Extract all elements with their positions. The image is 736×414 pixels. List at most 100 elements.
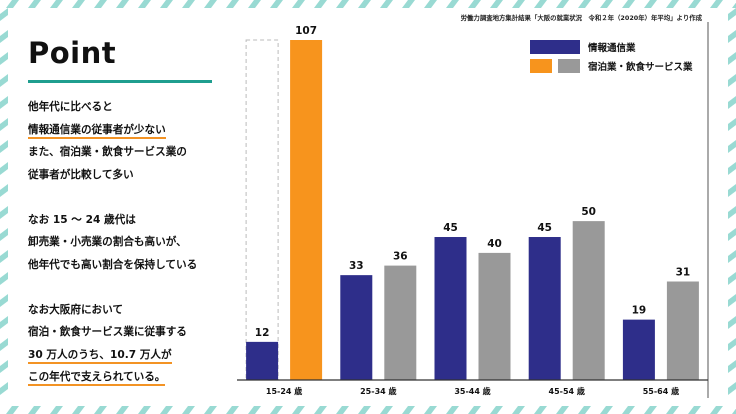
border-stripe bbox=[358, 406, 371, 414]
border-stripe bbox=[0, 360, 8, 373]
bar-accommodation bbox=[478, 252, 511, 380]
border-stripe bbox=[314, 0, 327, 8]
bar-info-comm bbox=[622, 319, 655, 380]
border-stripe bbox=[204, 406, 217, 414]
border-stripe bbox=[688, 0, 701, 8]
border-stripe bbox=[0, 30, 8, 43]
border-stripe bbox=[728, 52, 736, 65]
border-stripe bbox=[160, 0, 173, 8]
border-stripe bbox=[732, 408, 736, 414]
border-stripe bbox=[666, 0, 679, 8]
border-stripe bbox=[226, 406, 239, 414]
border-stripe bbox=[600, 0, 613, 8]
border-stripe bbox=[728, 162, 736, 175]
border-stripe bbox=[644, 406, 657, 414]
border-stripe bbox=[6, 0, 19, 8]
border-stripe bbox=[490, 0, 503, 8]
border-stripe bbox=[358, 0, 371, 8]
point-line: 宿泊・飲食サービス業に従事する bbox=[28, 326, 187, 338]
border-stripe bbox=[248, 406, 261, 414]
data-label: 50 bbox=[581, 206, 596, 218]
border-stripe bbox=[28, 406, 41, 414]
border-stripe bbox=[116, 0, 129, 8]
bar-info-comm bbox=[434, 237, 467, 380]
border-stripe bbox=[728, 250, 736, 263]
border-stripe bbox=[512, 406, 525, 414]
data-label: 33 bbox=[349, 260, 364, 272]
bar-accommodation bbox=[384, 265, 417, 380]
point-line: なお大阪府において bbox=[28, 303, 124, 316]
border-stripe bbox=[688, 406, 701, 414]
point-line: 他年代でも高い割合を保持している bbox=[28, 258, 198, 271]
border-stripe bbox=[270, 406, 283, 414]
bar-info-comm bbox=[246, 341, 279, 380]
border-stripe bbox=[728, 382, 736, 395]
border-stripe bbox=[0, 162, 8, 175]
border-stripe bbox=[0, 74, 8, 87]
border-stripe bbox=[446, 0, 459, 8]
title-underline bbox=[28, 80, 212, 83]
border-stripe bbox=[468, 406, 481, 414]
border-stripe bbox=[0, 338, 8, 351]
x-tick-label: 35-44 歳 bbox=[454, 386, 490, 396]
border-stripe bbox=[380, 406, 393, 414]
border-stripe bbox=[728, 360, 736, 373]
border-stripe bbox=[0, 206, 8, 219]
border-stripe bbox=[728, 118, 736, 131]
bar-accommodation bbox=[290, 40, 323, 380]
border-stripe bbox=[0, 96, 8, 109]
data-label: 19 bbox=[632, 305, 647, 317]
border-stripe bbox=[728, 30, 736, 43]
border-stripe bbox=[728, 74, 736, 87]
bar-accommodation bbox=[666, 281, 699, 380]
data-label: 45 bbox=[443, 222, 458, 234]
border-stripe bbox=[0, 184, 8, 197]
point-line: また、宿泊業・飲食サービス業の bbox=[28, 146, 187, 158]
border-stripe bbox=[728, 140, 736, 153]
border-stripe bbox=[28, 0, 41, 8]
border-stripe bbox=[402, 406, 415, 414]
border-stripe bbox=[292, 406, 305, 414]
border-stripe bbox=[578, 0, 591, 8]
bar-info-comm bbox=[528, 237, 561, 380]
point-line: なお 15 ～ 24 歳代は bbox=[28, 213, 136, 226]
point-line-highlighted: 30 万人のうち、10.7 万人が bbox=[28, 344, 238, 367]
data-label: 12 bbox=[255, 327, 270, 339]
border-stripe bbox=[72, 0, 85, 8]
border-stripe bbox=[0, 228, 8, 241]
data-label: 107 bbox=[295, 25, 317, 37]
border-stripe bbox=[336, 0, 349, 8]
x-tick-label: 25-34 歳 bbox=[360, 386, 396, 396]
border-stripe bbox=[424, 406, 437, 414]
source-note: 労働力調査地方集計結果「大阪の就業状況 令和２年（2020年）年平均」より作成 bbox=[460, 14, 702, 22]
border-stripe bbox=[402, 0, 415, 8]
point-line: 他年代に比べると bbox=[28, 101, 113, 113]
data-label: 36 bbox=[393, 251, 408, 263]
point-line-highlighted: この年代で支えられている。 bbox=[28, 366, 238, 389]
x-tick-label: 15-24 歳 bbox=[266, 386, 302, 396]
border-stripe bbox=[204, 0, 217, 8]
border-stripe bbox=[0, 118, 8, 131]
border-stripe bbox=[94, 0, 107, 8]
border-stripe bbox=[534, 0, 547, 8]
data-label: 31 bbox=[676, 266, 691, 278]
border-stripe bbox=[728, 338, 736, 351]
border-stripe bbox=[424, 0, 437, 8]
border-stripe bbox=[138, 0, 151, 8]
border-stripe bbox=[6, 406, 19, 414]
border-stripe bbox=[248, 0, 261, 8]
border-stripe bbox=[468, 0, 481, 8]
border-stripe bbox=[622, 406, 635, 414]
border-stripe bbox=[728, 316, 736, 329]
legend-swatch-info-comm bbox=[530, 40, 580, 54]
border-stripe bbox=[182, 406, 195, 414]
data-label: 45 bbox=[537, 222, 552, 234]
border-stripe bbox=[314, 406, 327, 414]
point-line: 従事者が比較して多い bbox=[28, 168, 134, 181]
border-stripe bbox=[160, 406, 173, 414]
border-stripe bbox=[728, 272, 736, 285]
bar-accommodation bbox=[572, 221, 605, 380]
legend-swatch-accommodation bbox=[558, 59, 580, 73]
border-stripe bbox=[226, 0, 239, 8]
